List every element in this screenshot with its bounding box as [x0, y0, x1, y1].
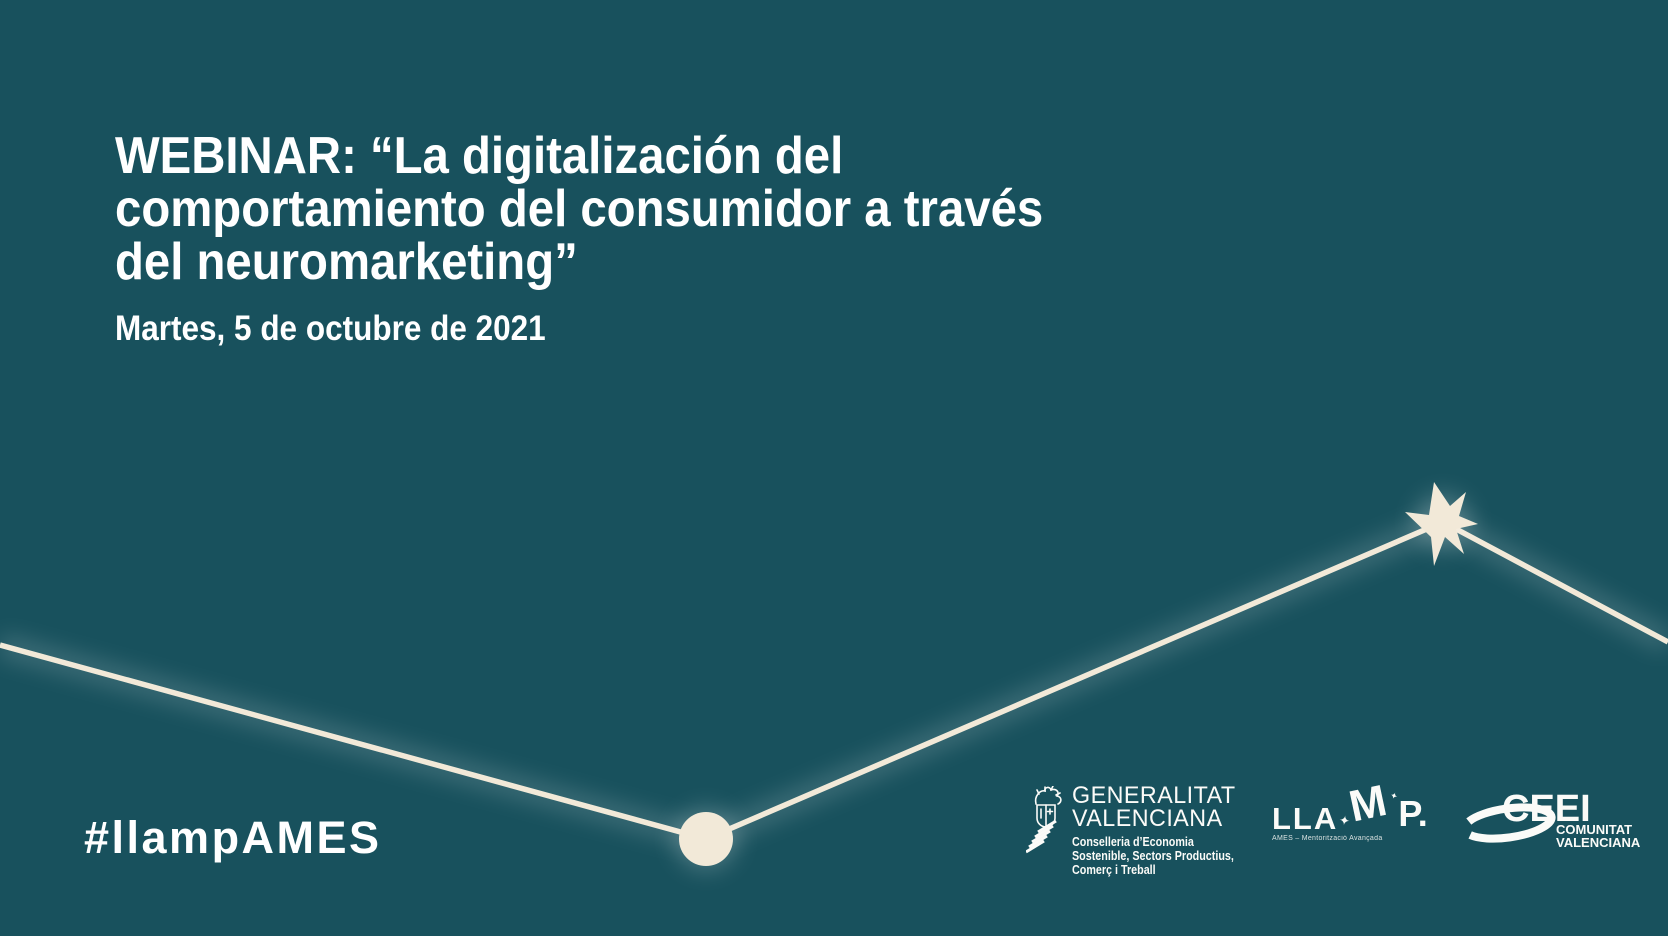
- generalitat-dept-line-2: Sostenible, Sectors Productius,: [1072, 849, 1234, 863]
- data-point-dot: [679, 812, 733, 866]
- event-hashtag: #llampAMES: [84, 812, 382, 863]
- llamp-letter-p: P.: [1398, 793, 1428, 834]
- event-date: Martes, 5 de octubre de 2021: [115, 309, 546, 348]
- llamp-tagline: AMES – Mentorització Avançada: [1272, 835, 1383, 842]
- webinar-title-line-1: WEBINAR: “La digitalización del: [115, 127, 844, 185]
- starburst-icon: [1405, 482, 1478, 566]
- webinar-title-line-2: comportamiento del consumidor a través: [115, 180, 1044, 238]
- generalitat-text-block: GENERALITAT VALENCIANA Conselleria d’Eco…: [1072, 782, 1260, 878]
- llamp-wordmark: LLA ✦ M ✦ P.: [1272, 776, 1428, 836]
- trend-line: [0, 519, 1668, 842]
- ceei-region-line-2: VALENCIANA: [1556, 835, 1641, 850]
- generalitat-dept-line-1: Conselleria d’Economia: [1072, 835, 1194, 849]
- llamp-sparkle-icon: ✦: [1338, 812, 1352, 829]
- generalitat-valenciana-logo: GENERALITAT VALENCIANA Conselleria d’Eco…: [1026, 784, 1260, 877]
- generalitat-dept-line-3: Comerç i Treball: [1072, 863, 1156, 877]
- generalitat-coat-of-arms-icon: [1026, 786, 1062, 854]
- ceei-ring-icon: [1460, 803, 1556, 843]
- webinar-title: WEBINAR: “La digitalización del comporta…: [115, 130, 1043, 289]
- webinar-title-line-3: del neuromarketing”: [115, 233, 578, 291]
- generalitat-name-line-1: GENERALITAT: [1072, 782, 1236, 809]
- generalitat-name-line-2: VALENCIANA: [1072, 805, 1223, 832]
- ceei-logo: CEEI COMUNITAT VALENCIANA: [1460, 788, 1641, 850]
- llamp-letters-lla: LLA: [1272, 801, 1339, 836]
- ceei-acronym: CEEI: [1502, 788, 1591, 830]
- ceei-region-line-1: COMUNITAT: [1556, 822, 1632, 837]
- llamp-logo: LLA ✦ M ✦ P. AMES – Mentorització Avança…: [1272, 776, 1428, 842]
